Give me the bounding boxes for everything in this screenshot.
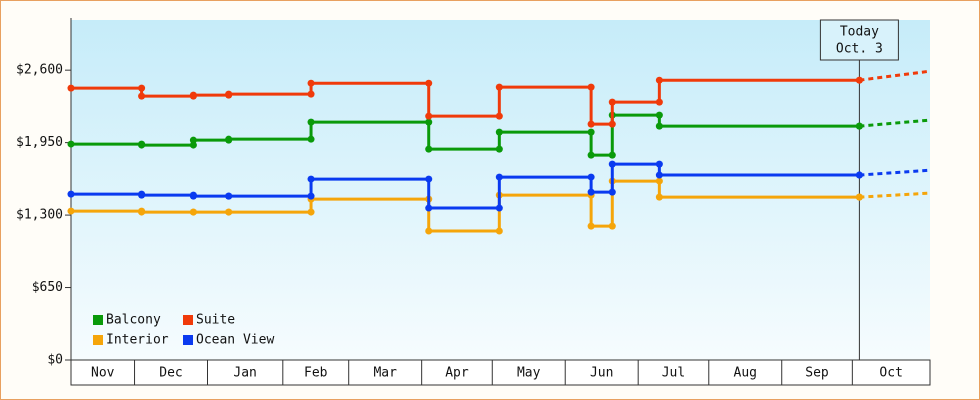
point	[587, 151, 595, 159]
legend-label: Balcony	[106, 313, 161, 328]
point	[655, 160, 663, 168]
x-tick-label: Oct	[879, 366, 902, 381]
legend-swatch	[183, 335, 193, 345]
point	[655, 98, 663, 106]
point	[67, 207, 75, 215]
point	[587, 188, 595, 196]
point	[608, 188, 616, 196]
x-tick-label: May	[517, 366, 541, 381]
point	[425, 204, 433, 212]
point	[608, 120, 616, 128]
point	[587, 128, 595, 136]
point	[425, 79, 433, 87]
x-tick-label: Nov	[91, 366, 115, 381]
point	[225, 135, 233, 143]
point	[138, 92, 146, 100]
point	[655, 193, 663, 201]
point	[307, 175, 315, 183]
x-tick-label: Apr	[445, 366, 469, 381]
legend-swatch	[93, 315, 103, 325]
point	[67, 190, 75, 198]
x-tick-label: Sep	[805, 366, 829, 381]
y-tick-label: $2,600	[16, 63, 63, 78]
point	[307, 118, 315, 126]
point	[495, 173, 503, 181]
x-axis-box	[70, 359, 931, 386]
point	[655, 171, 663, 179]
today-label: Today	[840, 25, 879, 40]
forecast-line	[859, 118, 931, 128]
y-tick-label: $0	[47, 353, 63, 368]
x-tick-label: Mar	[373, 366, 397, 381]
point	[189, 136, 197, 144]
point	[225, 90, 233, 98]
y-tick-label: $1,950	[16, 135, 63, 150]
point	[138, 191, 146, 199]
point	[655, 111, 663, 119]
point	[138, 141, 146, 149]
point	[307, 90, 315, 98]
point	[225, 192, 233, 200]
point	[307, 135, 315, 143]
legend-label: Ocean View	[196, 333, 274, 348]
legend-label: Interior	[106, 333, 169, 348]
point	[425, 227, 433, 235]
point	[587, 173, 595, 181]
point	[495, 204, 503, 212]
point	[655, 122, 663, 130]
point	[225, 208, 233, 216]
point	[587, 222, 595, 230]
point	[608, 160, 616, 168]
forecast-line	[859, 168, 931, 177]
x-tick-label: Dec	[159, 366, 182, 381]
point	[587, 83, 595, 91]
x-tick-label: Feb	[304, 366, 328, 381]
point	[495, 145, 503, 153]
point	[189, 208, 197, 216]
today-label: Oct. 3	[836, 42, 883, 57]
today-box	[819, 19, 899, 61]
point	[655, 177, 663, 185]
point	[425, 145, 433, 153]
point	[307, 208, 315, 216]
point	[189, 192, 197, 200]
x-tick-label: Jul	[662, 366, 685, 381]
point	[655, 76, 663, 84]
point	[608, 151, 616, 159]
point	[608, 98, 616, 106]
point	[495, 128, 503, 136]
point	[608, 222, 616, 230]
y-tick-label: $1,300	[16, 208, 63, 223]
forecast-line	[859, 69, 931, 82]
point	[587, 120, 595, 128]
point	[189, 141, 197, 149]
point	[425, 118, 433, 126]
forecast-line	[859, 191, 931, 199]
point	[138, 84, 146, 92]
point	[495, 112, 503, 120]
point	[425, 175, 433, 183]
legend-swatch	[93, 335, 103, 345]
point	[67, 140, 75, 148]
point	[307, 192, 315, 200]
point	[307, 79, 315, 87]
point	[495, 83, 503, 91]
legend-label: Suite	[196, 313, 235, 328]
legend-swatch	[183, 315, 193, 325]
point	[425, 112, 433, 120]
point	[138, 208, 146, 216]
point	[495, 227, 503, 235]
point	[189, 91, 197, 99]
point	[67, 84, 75, 92]
y-tick-label: $650	[32, 280, 63, 295]
x-tick-label: Jan	[233, 366, 256, 381]
x-tick-label: Jun	[590, 366, 613, 381]
x-tick-label: Aug	[734, 366, 757, 381]
